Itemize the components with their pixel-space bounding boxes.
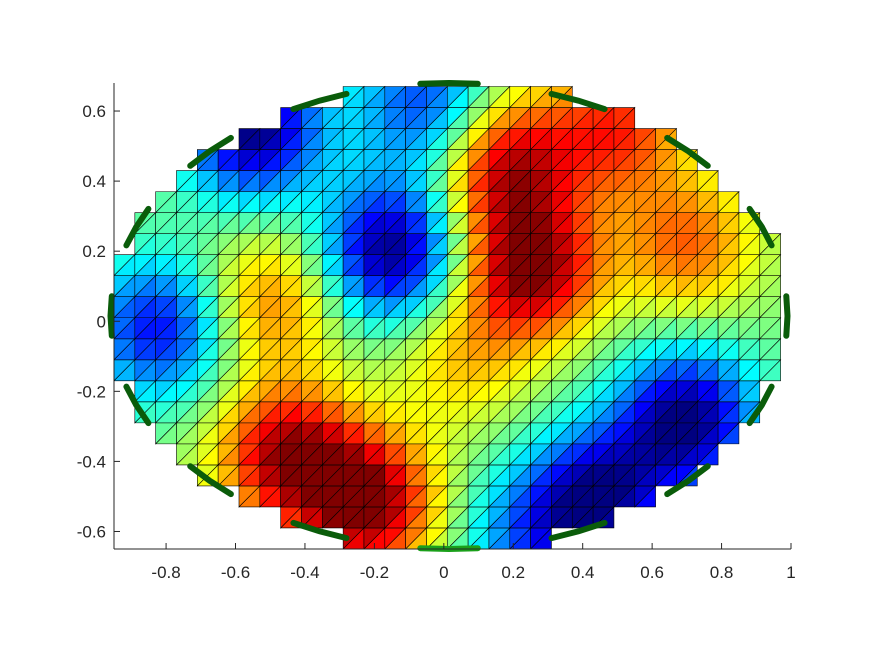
mesh-element <box>717 422 740 445</box>
mesh-element <box>613 106 636 129</box>
x-tick-label: -0.2 <box>360 563 389 582</box>
x-tick-label: 1 <box>786 563 795 582</box>
mesh-element <box>759 338 781 361</box>
x-ticks: -0.8 -0.6 -0.4 -0.2 0 0.2 0.4 0.6 0.8 1 <box>151 543 796 582</box>
electrode-marker <box>123 205 152 249</box>
x-tick-label: 0.4 <box>571 563 595 582</box>
electrode-marker <box>783 293 791 339</box>
x-tick-label: -0.8 <box>151 563 180 582</box>
axes: -0.8 -0.6 -0.4 -0.2 0 0.2 0.4 0.6 0.8 1 0.6 0.4 0.2… <box>77 83 796 582</box>
fem-mesh-heatmap <box>114 85 782 549</box>
mesh-element <box>759 253 781 277</box>
x-tick-label: -0.6 <box>221 563 250 582</box>
y-tick-label: 0 <box>97 312 106 331</box>
y-tick-label: -0.4 <box>77 452 106 471</box>
electrode-marker <box>187 134 234 169</box>
electrode-marker <box>107 293 115 339</box>
mesh-element <box>759 296 781 319</box>
electrode-marker <box>548 90 608 113</box>
y-tick-label: 0.6 <box>82 102 106 121</box>
electrode-marker <box>187 463 234 498</box>
mesh-element <box>759 359 781 382</box>
y-tick-label: 0.2 <box>82 242 106 261</box>
electrode-marker <box>746 205 775 249</box>
mesh-element <box>717 190 740 213</box>
mesh-element <box>634 485 656 508</box>
y-ticks: 0.6 0.4 0.2 0 -0.2 -0.4 -0.6 <box>77 102 120 541</box>
y-tick-label: -0.6 <box>77 522 106 541</box>
mesh-element <box>738 380 761 403</box>
x-tick-label: -0.4 <box>290 563 319 582</box>
mesh-element <box>759 274 781 298</box>
electrode-marker <box>548 519 608 542</box>
electrode-marker <box>746 383 775 427</box>
electrode-marker <box>290 519 350 542</box>
mesh-element <box>759 317 781 340</box>
y-tick-label: 0.4 <box>82 172 106 191</box>
electrode-marker <box>664 463 711 498</box>
x-tick-label: 0.6 <box>640 563 664 582</box>
x-tick-label: 0.2 <box>501 563 525 582</box>
electrode-marker <box>290 90 350 113</box>
x-tick-label: 0.8 <box>710 563 734 582</box>
electrode-marker <box>664 134 711 169</box>
y-tick-label: -0.2 <box>77 382 106 401</box>
x-tick-label: 0 <box>439 563 448 582</box>
electrode-marker <box>123 383 152 427</box>
electrode-marker <box>417 79 481 87</box>
mesh-element <box>696 169 719 192</box>
electrode-markers <box>107 79 791 553</box>
